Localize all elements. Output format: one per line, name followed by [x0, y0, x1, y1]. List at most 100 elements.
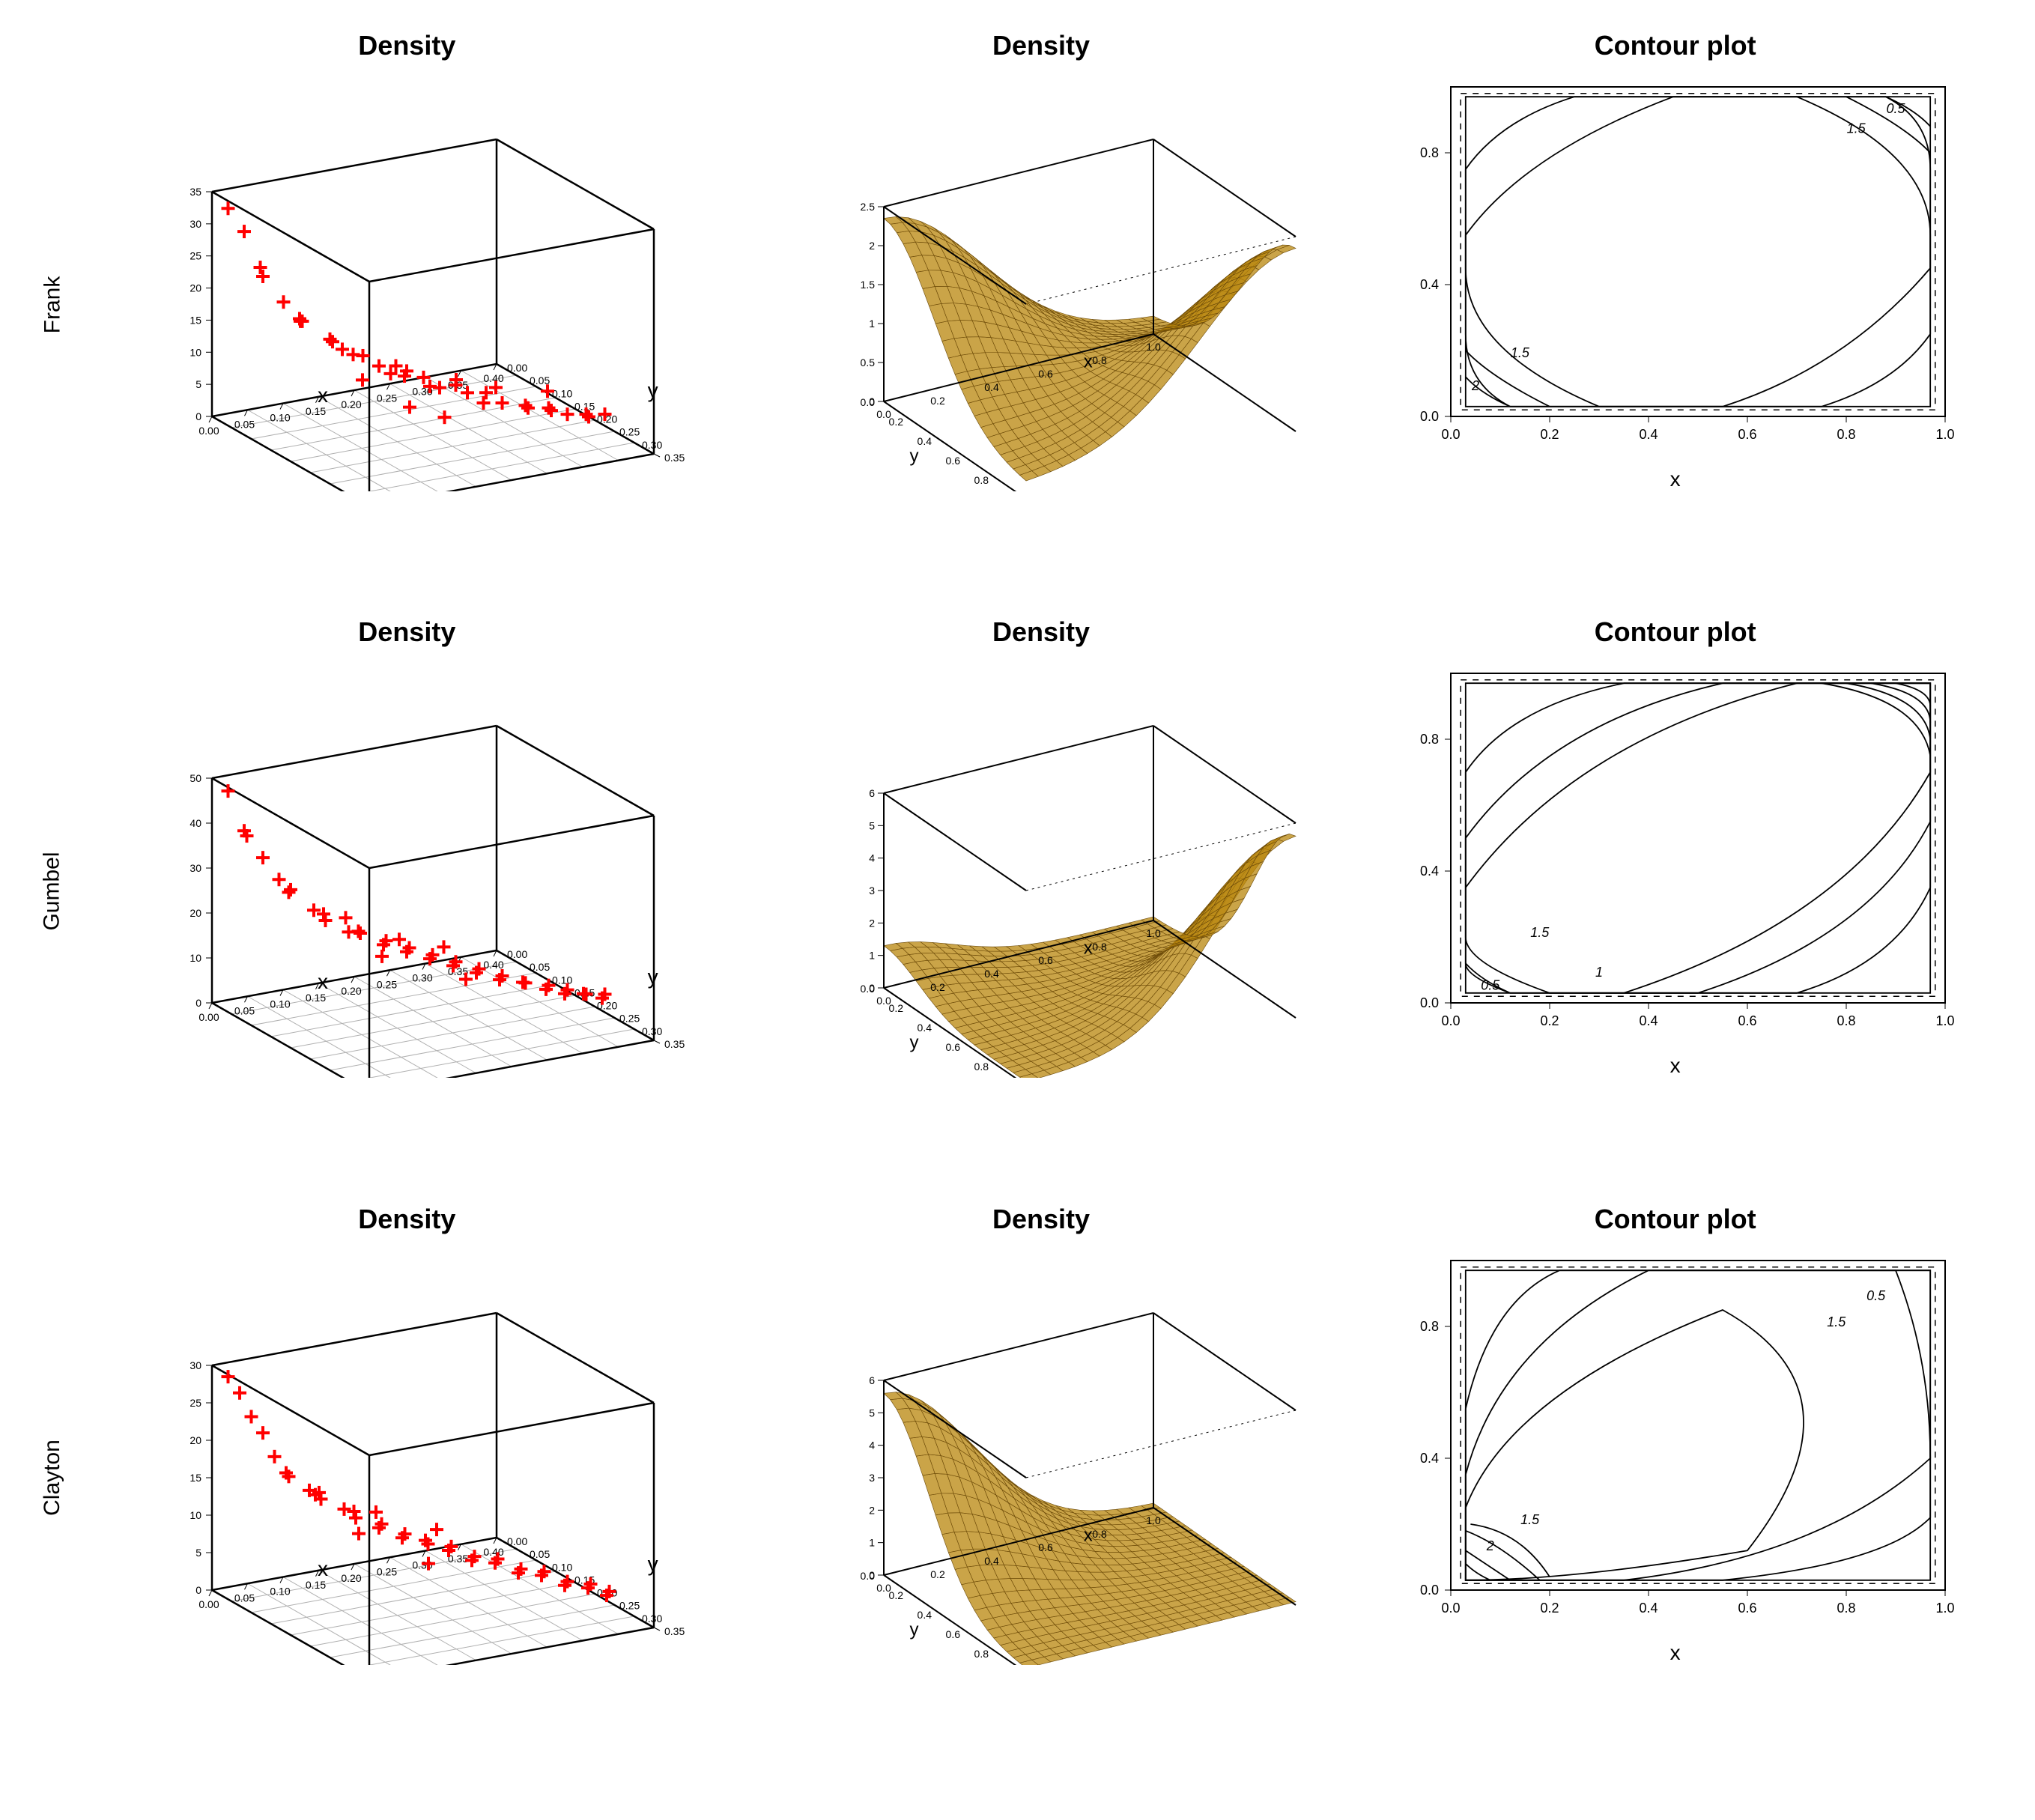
- svg-text:0.15: 0.15: [306, 405, 326, 417]
- svg-text:0.0: 0.0: [1420, 995, 1439, 1010]
- svg-text:1: 1: [1595, 965, 1603, 980]
- svg-text:0.2: 0.2: [889, 416, 904, 428]
- panel-title: Density: [992, 1204, 1090, 1235]
- panel-title: Density: [358, 616, 455, 648]
- row-label-text: Gumbel: [40, 852, 65, 930]
- svg-text:1.0: 1.0: [1146, 341, 1161, 353]
- svg-text:0.10: 0.10: [270, 1585, 291, 1597]
- svg-text:0.2: 0.2: [1540, 427, 1559, 442]
- svg-text:5: 5: [869, 1407, 875, 1419]
- svg-text:0.25: 0.25: [377, 392, 397, 404]
- svg-text:0.00: 0.00: [507, 1535, 527, 1547]
- svg-text:1.0: 1.0: [1935, 427, 1954, 442]
- panel-title: Density: [992, 616, 1090, 648]
- svg-text:10: 10: [190, 952, 202, 964]
- svg-text:0.05: 0.05: [530, 961, 550, 973]
- panel-title: Contour plot: [1595, 30, 1756, 61]
- svg-text:0.0: 0.0: [861, 396, 876, 408]
- svg-text:0.30: 0.30: [642, 1025, 662, 1037]
- svg-text:0.05: 0.05: [234, 1592, 255, 1604]
- svg-text:0.4: 0.4: [1639, 427, 1658, 442]
- panel-title: Density: [358, 30, 455, 61]
- chart-panel: Density0510152025300.000.050.100.150.200…: [105, 1204, 709, 1753]
- svg-text:0.25: 0.25: [619, 1599, 640, 1611]
- svg-text:0.05: 0.05: [234, 1005, 255, 1017]
- svg-text:0.2: 0.2: [1540, 1601, 1559, 1616]
- svg-text:0.25: 0.25: [377, 979, 397, 991]
- svg-text:25: 25: [190, 1397, 202, 1409]
- svg-text:0.30: 0.30: [413, 972, 433, 984]
- svg-text:0.8: 0.8: [1837, 1013, 1855, 1028]
- svg-text:0.4: 0.4: [1420, 1451, 1439, 1466]
- svg-text:0.00: 0.00: [507, 948, 527, 960]
- svg-text:4: 4: [869, 1439, 875, 1451]
- svg-text:0: 0: [196, 1584, 202, 1596]
- svg-text:0.8: 0.8: [974, 1061, 989, 1073]
- svg-text:1.0: 1.0: [1146, 1514, 1161, 1526]
- svg-text:0.4: 0.4: [984, 381, 999, 393]
- svg-text:30: 30: [190, 862, 202, 874]
- svg-text:0.2: 0.2: [889, 1002, 904, 1014]
- svg-text:3: 3: [869, 1472, 875, 1484]
- svg-text:6: 6: [869, 787, 875, 799]
- svg-text:15: 15: [190, 314, 202, 326]
- svg-text:0.00: 0.00: [199, 1011, 219, 1023]
- svg-text:x: x: [1084, 1525, 1093, 1545]
- svg-text:0.30: 0.30: [642, 439, 662, 451]
- svg-text:6: 6: [869, 1374, 875, 1386]
- svg-text:40: 40: [190, 817, 202, 829]
- svg-text:0.25: 0.25: [619, 1013, 640, 1025]
- svg-text:0.0: 0.0: [861, 1570, 876, 1582]
- row-label: Frank: [30, 30, 75, 579]
- row-label-text: Clayton: [40, 1440, 65, 1516]
- svg-text:x: x: [318, 1557, 328, 1580]
- svg-text:0: 0: [196, 410, 202, 422]
- svg-text:0.0: 0.0: [1441, 1013, 1460, 1028]
- svg-text:0.6: 0.6: [1038, 954, 1053, 966]
- svg-text:2: 2: [869, 1504, 875, 1516]
- chart-panel: Contour plot0.00.20.40.60.81.00.00.40.80…: [1373, 30, 1977, 579]
- svg-text:0.8: 0.8: [1092, 1528, 1107, 1540]
- svg-text:1.5: 1.5: [1846, 121, 1866, 136]
- row-label: Gumbel: [30, 616, 75, 1165]
- svg-text:4: 4: [869, 852, 875, 864]
- svg-text:x: x: [318, 970, 328, 993]
- svg-text:1.5: 1.5: [1520, 1512, 1540, 1527]
- svg-text:2: 2: [1471, 378, 1479, 393]
- svg-text:1: 1: [869, 318, 875, 330]
- svg-text:1.5: 1.5: [1827, 1314, 1846, 1329]
- svg-text:0.0: 0.0: [1420, 409, 1439, 424]
- svg-text:2: 2: [869, 917, 875, 929]
- svg-text:2.5: 2.5: [861, 201, 876, 213]
- svg-text:0.15: 0.15: [306, 992, 326, 1004]
- svg-text:0.00: 0.00: [199, 425, 219, 437]
- chart-panel: Density01234560.00.20.40.60.81.00.00.20.…: [739, 616, 1344, 1165]
- svg-text:30: 30: [190, 1359, 202, 1371]
- svg-text:0.5: 0.5: [861, 357, 876, 368]
- svg-text:0.8: 0.8: [1420, 145, 1439, 160]
- svg-text:0.8: 0.8: [1420, 732, 1439, 747]
- svg-text:0.10: 0.10: [552, 387, 572, 399]
- svg-text:x: x: [318, 383, 328, 407]
- chart-panel: Density00.511.522.50.00.20.40.60.81.00.0…: [739, 30, 1344, 579]
- svg-text:0.2: 0.2: [930, 981, 945, 993]
- panel-title: Density: [992, 30, 1090, 61]
- svg-text:0.4: 0.4: [1420, 277, 1439, 292]
- chart-panel: Density051015202530350.000.050.100.150.2…: [105, 30, 709, 579]
- chart-panel: Contour plot0.00.20.40.60.81.00.00.40.80…: [1373, 1204, 1977, 1753]
- svg-text:0.4: 0.4: [1420, 864, 1439, 879]
- svg-text:y: y: [648, 1552, 658, 1575]
- svg-text:0.0: 0.0: [1441, 1601, 1460, 1616]
- svg-text:0.0: 0.0: [1420, 1583, 1439, 1598]
- chart-grid: FrankDensity051015202530350.000.050.100.…: [30, 30, 1977, 1753]
- svg-text:0.10: 0.10: [552, 1561, 572, 1573]
- svg-text:1: 1: [869, 950, 875, 962]
- svg-text:0.4: 0.4: [918, 435, 932, 447]
- svg-text:0.0: 0.0: [861, 983, 876, 995]
- svg-text:0.20: 0.20: [342, 398, 362, 410]
- svg-text:0.5: 0.5: [1481, 978, 1500, 993]
- svg-text:0.4: 0.4: [918, 1022, 932, 1034]
- svg-text:0.00: 0.00: [199, 1598, 219, 1610]
- svg-text:35: 35: [190, 186, 202, 198]
- svg-text:0.4: 0.4: [1639, 1601, 1658, 1616]
